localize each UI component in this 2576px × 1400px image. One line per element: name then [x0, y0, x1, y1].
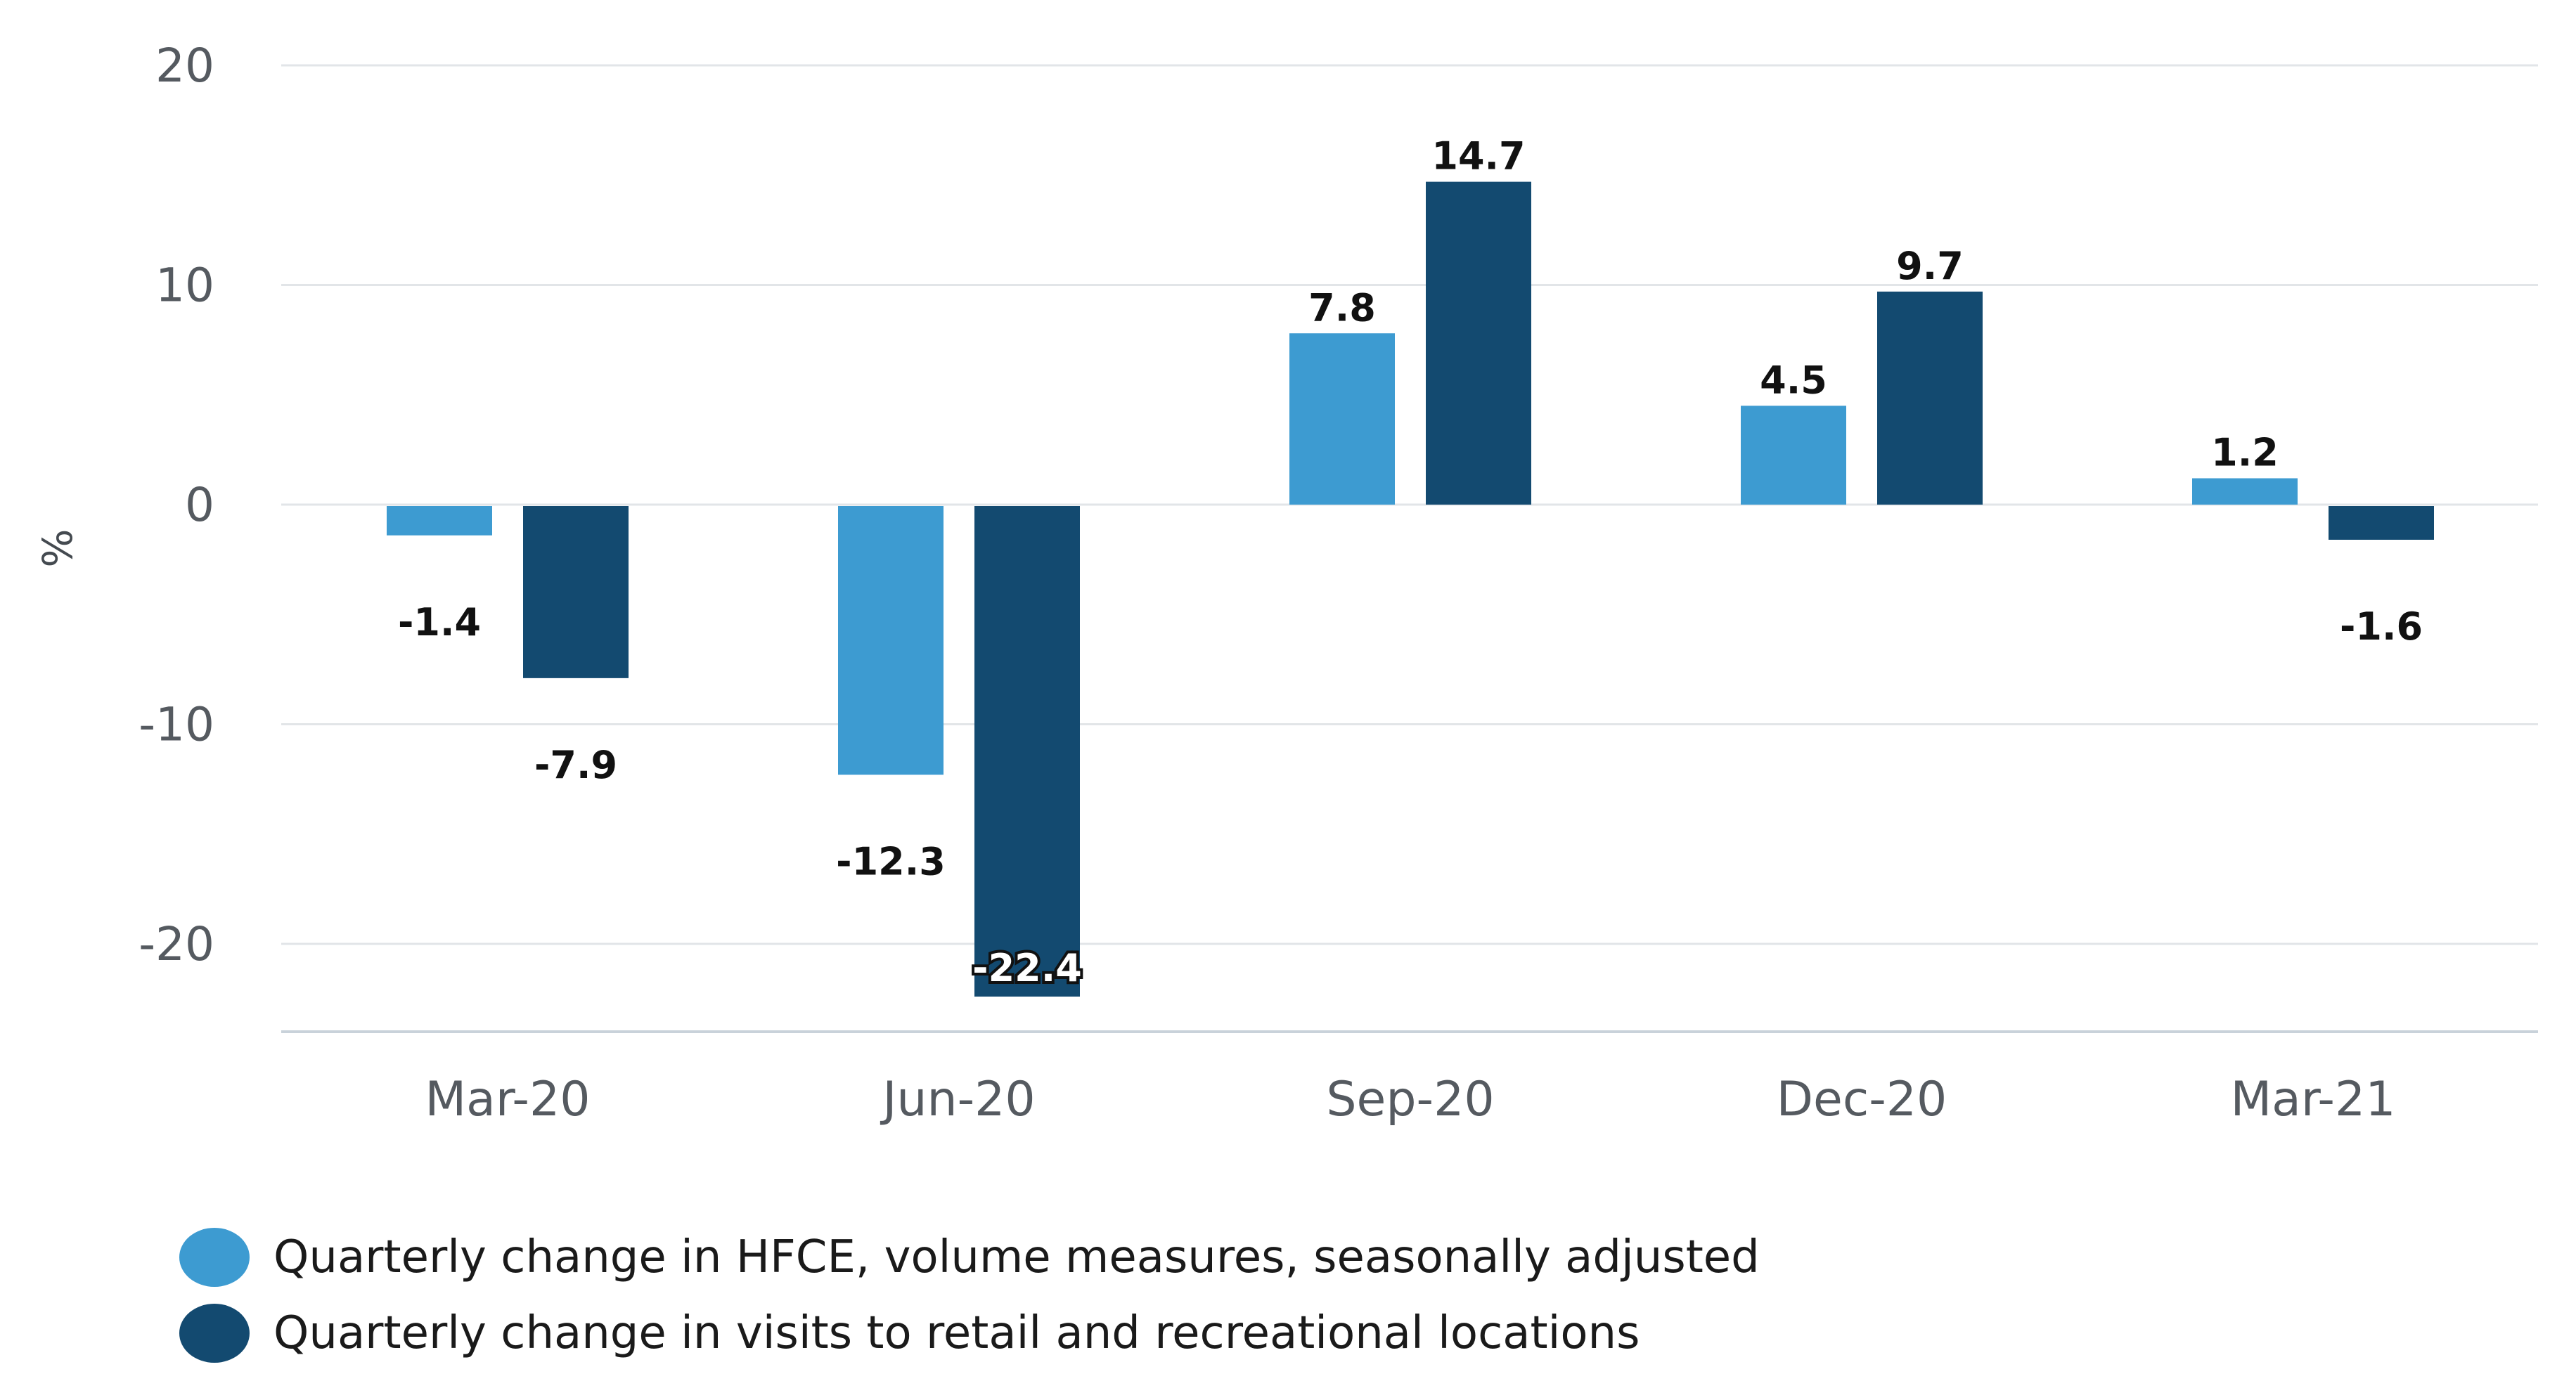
- x-tick-label: Jun-20: [880, 1072, 1035, 1127]
- bars: [387, 181, 2434, 997]
- data-label: 4.5: [1760, 358, 1827, 402]
- x-tick-label: Dec-20: [1777, 1072, 1947, 1127]
- y-tick-label: 0: [185, 478, 214, 532]
- gridlines: [281, 64, 2538, 945]
- bar-hfce-sep-20: [1289, 333, 1395, 505]
- bar-visits-mar-21: [2329, 506, 2434, 540]
- legend-item-visits: Quarterly change in visits to retail and…: [179, 1295, 1760, 1371]
- legend-label-hfce: Quarterly change in HFCE, volume measure…: [273, 1231, 1760, 1283]
- y-tick-label: 10: [155, 259, 214, 313]
- legend-swatch-hfce: [179, 1228, 250, 1287]
- bar-hfce-mar-20: [387, 506, 492, 536]
- x-tick-label: Mar-20: [425, 1072, 590, 1127]
- bar-visits-jun-20: [974, 506, 1080, 997]
- legend: Quarterly change in HFCE, volume measure…: [179, 1219, 1760, 1371]
- bar-hfce-dec-20: [1741, 406, 1846, 505]
- data-label: 7.8: [1308, 285, 1376, 330]
- bar-visits-mar-20: [523, 506, 629, 678]
- x-axis: Mar-20 Jun-20 Sep-20 Dec-20 Mar-21: [425, 1072, 2395, 1127]
- legend-swatch-visits: [179, 1304, 250, 1363]
- data-label: 1.2: [2211, 431, 2279, 475]
- data-label: -12.3: [836, 839, 946, 883]
- y-axis-title: %: [34, 529, 82, 567]
- bar-hfce-mar-21: [2192, 478, 2298, 505]
- x-tick-label: Sep-20: [1326, 1072, 1494, 1127]
- bar-visits-dec-20: [1877, 291, 1983, 505]
- bar-hfce-jun-20: [838, 506, 944, 775]
- data-label: -7.9: [534, 743, 617, 787]
- legend-item-hfce: Quarterly change in HFCE, volume measure…: [179, 1219, 1760, 1295]
- y-tick-label: -20: [139, 917, 214, 971]
- y-tick-label: 20: [155, 39, 214, 93]
- data-label: 14.7: [1431, 134, 1525, 179]
- data-label: -1.6: [2340, 604, 2423, 649]
- data-labels: -1.4 -12.3 7.8 4.5 1.2 -7.9 -22.4 14.7 9.7 -1.6: [398, 134, 2423, 993]
- data-label: -1.4: [398, 600, 481, 644]
- bar-visits-sep-20: [1426, 181, 1531, 505]
- data-label: -22.4: [972, 946, 1082, 990]
- data-label: 9.7: [1896, 244, 1964, 288]
- y-axis: 20 10 0 -10 -20%: [34, 39, 2538, 1033]
- y-tick-label: -10: [139, 698, 214, 752]
- legend-label-visits: Quarterly change in visits to retail and…: [273, 1307, 1640, 1359]
- x-tick-label: Mar-21: [2230, 1072, 2395, 1127]
